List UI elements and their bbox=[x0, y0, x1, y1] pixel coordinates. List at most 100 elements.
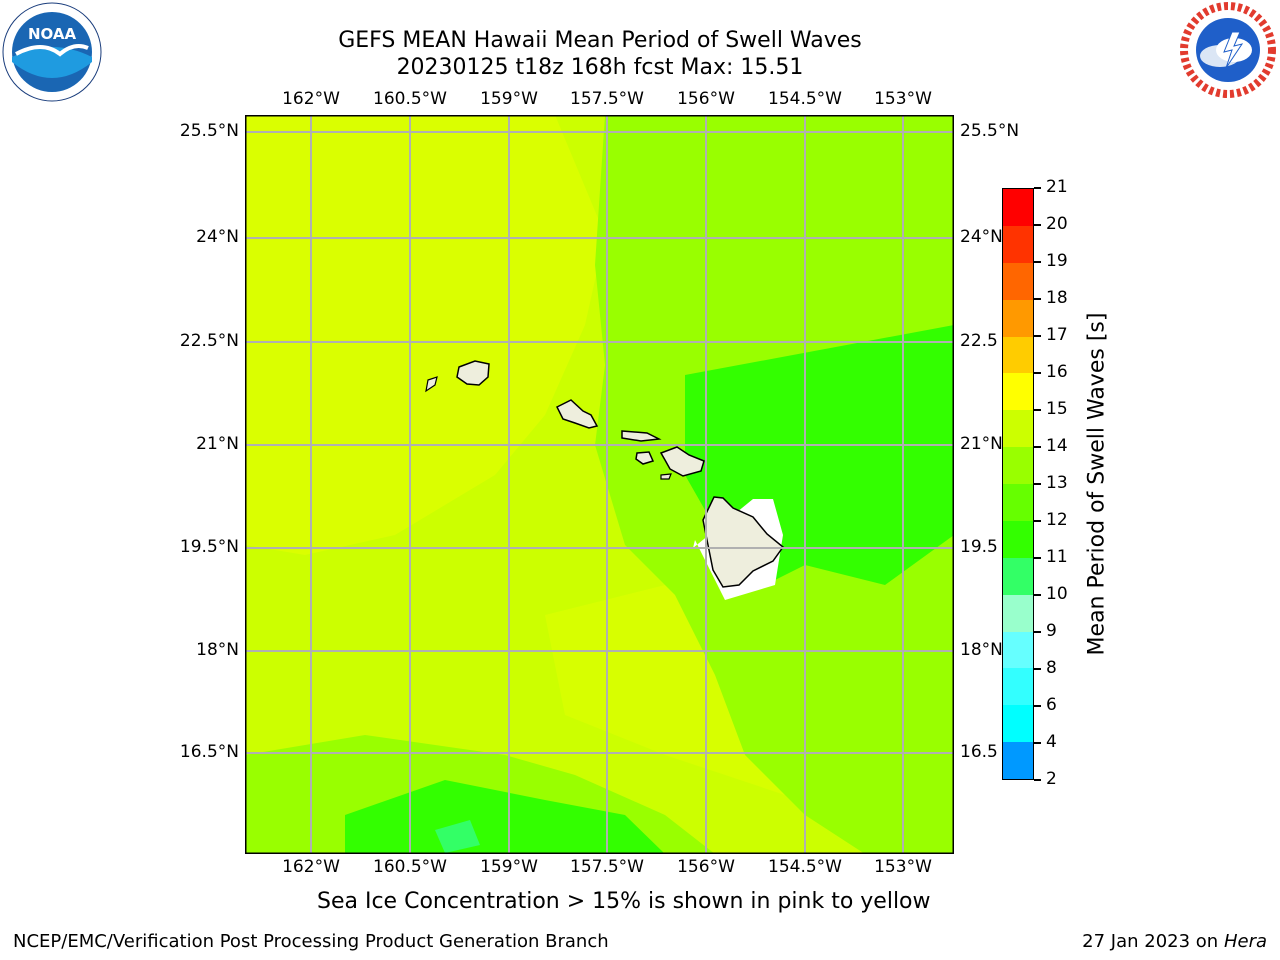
footer-branch: NCEP/EMC/Verification Post Processing Pr… bbox=[13, 931, 609, 952]
map-grid bbox=[245, 115, 954, 854]
colorbar-tick-label: 19 bbox=[1046, 251, 1068, 271]
lat-label-right: 25.5°N bbox=[960, 121, 1020, 141]
colorbar-segment bbox=[1003, 594, 1033, 632]
nws-logo bbox=[1180, 2, 1276, 98]
lon-label-bottom: 157.5°W bbox=[570, 857, 644, 877]
colorbar-tick-mark bbox=[1034, 483, 1041, 485]
lat-label-right: 19.5 bbox=[960, 537, 998, 557]
colorbar-tick-mark bbox=[1034, 742, 1041, 744]
lon-label-top: 162°W bbox=[282, 89, 340, 109]
colorbar-segment bbox=[1003, 373, 1033, 411]
map-canvas bbox=[245, 115, 954, 854]
lon-label-bottom: 160.5°W bbox=[373, 857, 447, 877]
swell-field-low-south bbox=[345, 780, 665, 854]
colorbar-tick-label: 16 bbox=[1046, 362, 1068, 382]
island-kahoolawe bbox=[660, 473, 672, 480]
map-border bbox=[245, 115, 954, 854]
colorbar-tick-label: 14 bbox=[1046, 436, 1068, 456]
colorbar-segment bbox=[1003, 410, 1033, 448]
colorbar-segment bbox=[1003, 484, 1033, 521]
colorbar-tick-label: 13 bbox=[1046, 473, 1068, 493]
colorbar-segment bbox=[1003, 225, 1033, 263]
colorbar-tick-label: 2 bbox=[1046, 769, 1057, 789]
colorbar-tick-label: 11 bbox=[1046, 547, 1068, 567]
colorbar bbox=[1002, 188, 1034, 780]
island-niihau bbox=[425, 376, 438, 393]
island-kauai bbox=[456, 360, 490, 386]
island-molokai bbox=[621, 430, 662, 442]
lat-label-right: 16.5 bbox=[960, 742, 998, 762]
colorbar-tick-mark bbox=[1034, 631, 1041, 633]
colorbar-tick-label: 17 bbox=[1046, 325, 1068, 345]
colorbar-segment bbox=[1003, 557, 1033, 595]
island-hawaii bbox=[702, 496, 785, 588]
colorbar-tick-mark bbox=[1034, 372, 1041, 374]
colorbar-segment bbox=[1003, 520, 1033, 558]
colorbar-tick-mark bbox=[1034, 261, 1041, 263]
island-maui bbox=[659, 446, 705, 477]
lat-label-right: 18°N bbox=[960, 640, 1003, 660]
colorbar-segment bbox=[1003, 299, 1033, 337]
lon-label-top: 157.5°W bbox=[570, 89, 644, 109]
lon-label-bottom: 153°W bbox=[874, 857, 932, 877]
lon-label-top: 159°W bbox=[480, 89, 538, 109]
lon-label-bottom: 156°W bbox=[677, 857, 735, 877]
lon-label-top: 160.5°W bbox=[373, 89, 447, 109]
colorbar-tick-mark bbox=[1034, 298, 1041, 300]
colorbar-tick-mark bbox=[1034, 187, 1041, 189]
colorbar-tick-label: 10 bbox=[1046, 584, 1068, 604]
lon-label-top: 156°W bbox=[677, 89, 735, 109]
colorbar-tick-label: 21 bbox=[1046, 177, 1068, 197]
colorbar-segment bbox=[1003, 336, 1033, 374]
lat-label-right: 21°N bbox=[960, 434, 1003, 454]
colorbar-segment bbox=[1003, 189, 1033, 226]
lat-label-left: 19.5°N bbox=[179, 537, 239, 557]
colorbar-tick-mark bbox=[1034, 520, 1041, 522]
colorbar-segment bbox=[1003, 705, 1033, 743]
colorbar-tick-mark bbox=[1034, 668, 1041, 670]
lat-label-right: 22.5 bbox=[960, 331, 998, 351]
colorbar-tick-label: 9 bbox=[1046, 621, 1057, 641]
colorbar-tick-mark bbox=[1034, 446, 1041, 448]
colorbar-tick-label: 20 bbox=[1046, 214, 1068, 234]
noaa-text: NOAA bbox=[28, 25, 77, 43]
lon-label-bottom: 154.5°W bbox=[768, 857, 842, 877]
lat-label-left: 24°N bbox=[196, 227, 239, 247]
colorbar-segment bbox=[1003, 668, 1033, 706]
colorbar-segment bbox=[1003, 262, 1033, 300]
sea-ice-caption: Sea Ice Concentration > 15% is shown in … bbox=[317, 889, 931, 914]
lon-label-top: 154.5°W bbox=[768, 89, 842, 109]
colorbar-tick-label: 8 bbox=[1046, 658, 1057, 678]
map-title: GEFS MEAN Hawaii Mean Period of Swell Wa… bbox=[338, 28, 862, 53]
lat-label-left: 25.5°N bbox=[179, 121, 239, 141]
footer-date-text: 27 Jan 2023 on bbox=[1082, 931, 1224, 952]
colorbar-tick-label: 4 bbox=[1046, 732, 1057, 752]
island-oahu bbox=[555, 399, 599, 429]
map-subtitle: 20230125 t18z 168h fcst Max: 15.51 bbox=[396, 55, 804, 80]
map-panel bbox=[245, 115, 954, 854]
noaa-logo: NOAA bbox=[2, 2, 102, 102]
colorbar-tick-mark bbox=[1034, 557, 1041, 559]
lon-label-bottom: 159°W bbox=[480, 857, 538, 877]
colorbar-segment bbox=[1003, 447, 1033, 484]
lon-label-top: 153°W bbox=[874, 89, 932, 109]
colorbar-tick-label: 15 bbox=[1046, 399, 1068, 419]
island-lanai bbox=[635, 451, 655, 465]
colorbar-tick-mark bbox=[1034, 224, 1041, 226]
swell-field-lowest bbox=[435, 820, 480, 853]
colorbar-ticks: 21 20 19 18 17 16 15 14 13 12 11 10 9 8 6 4 2 bbox=[1034, 177, 1084, 789]
colorbar-tick-mark bbox=[1034, 779, 1041, 781]
colorbar-tick-label: 18 bbox=[1046, 288, 1068, 308]
lon-label-bottom: 162°W bbox=[282, 857, 340, 877]
footer-date: 27 Jan 2023 on Hera bbox=[1082, 931, 1267, 952]
lat-label-right: 24°N bbox=[960, 227, 1003, 247]
colorbar-tick-label: 6 bbox=[1046, 695, 1057, 715]
colorbar-tick-label: 12 bbox=[1046, 510, 1068, 530]
colorbar-tick-mark bbox=[1034, 335, 1041, 337]
colorbar-tick-mark bbox=[1034, 409, 1041, 411]
lat-label-left: 22.5°N bbox=[179, 331, 239, 351]
lat-label-left: 16.5°N bbox=[179, 742, 239, 762]
colorbar-segment bbox=[1003, 742, 1033, 779]
colorbar-tick-mark bbox=[1034, 594, 1041, 596]
lat-label-left: 21°N bbox=[196, 434, 239, 454]
